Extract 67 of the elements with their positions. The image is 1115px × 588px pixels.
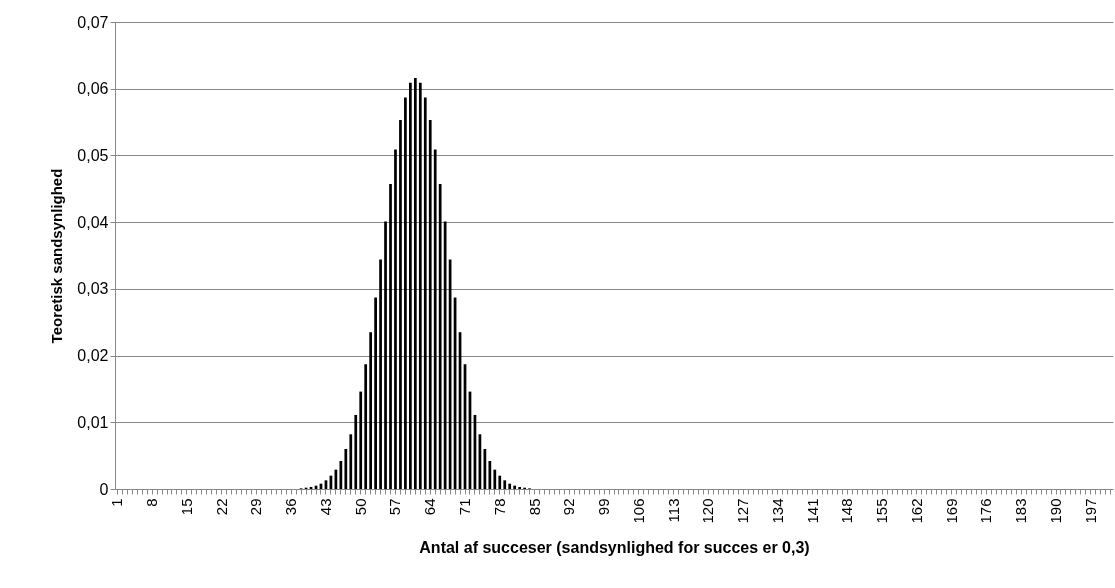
x-tick-label: 134 [768,498,786,524]
x-tick-label: 113 [664,498,682,523]
y-axis-title: Teoretisk sandsynlighed [48,168,66,344]
bar [493,469,497,489]
x-tick-label: 141 [803,498,821,524]
bar [433,149,437,489]
x-tick-label: 99 [595,498,613,516]
bar [374,297,377,489]
bar [399,120,402,489]
bar [344,448,348,489]
bar [379,259,382,489]
bar [503,480,507,489]
bar [413,78,417,489]
y-tick-label: 0,03 [77,280,109,298]
bar [349,434,353,489]
bar [354,414,358,489]
x-tick-label: 78 [490,498,508,516]
bar [498,475,502,489]
bar [418,82,422,489]
x-tick-label: 92 [560,498,578,516]
x-tick-label: 162 [907,498,925,524]
x-tick-label: 106 [629,498,647,524]
x-tick-label: 1 [108,498,126,507]
x-tick-label: 36 [282,498,300,516]
bar [513,485,517,489]
bar [428,120,432,489]
x-tick-label: 155 [873,498,891,524]
bar [394,149,397,489]
bar [364,364,368,489]
x-tick-label: 22 [212,498,230,516]
x-tick-label: 197 [1081,498,1099,524]
bar [339,460,343,489]
y-tick-label: 0,02 [77,347,109,365]
bar [508,483,512,489]
x-tick-label: 148 [838,498,856,524]
x-tick-label: 190 [1047,498,1065,524]
y-tick-label: 0,06 [77,80,109,98]
y-tick-label: 0,05 [77,146,109,164]
x-tick-label: 176 [977,498,995,524]
x-tick-label: 169 [942,498,960,524]
y-tick-label: 0,07 [77,13,109,31]
x-tick-label: 85 [525,498,543,516]
bar [369,332,373,489]
x-tick-label: 50 [351,498,369,516]
x-tick-label: 183 [1012,498,1030,524]
x-tick-label: 8 [143,498,161,507]
x-tick-label: 127 [734,498,752,524]
bar [438,184,442,489]
x-tick-label: 15 [177,498,195,516]
bar [423,97,427,489]
x-tick-label: 57 [386,498,404,516]
x-tick-label: 64 [421,498,439,516]
x-tick-label: 29 [247,498,265,516]
x-tick-label: 71 [456,498,474,516]
bar [409,82,412,489]
bar [443,221,447,489]
y-tick-label: 0,01 [77,413,109,431]
x-tick-label: 120 [699,498,717,524]
y-tick-label: 0,04 [77,213,109,231]
bar [389,184,392,489]
bar [359,391,363,489]
y-tick-label: 0 [99,480,109,498]
bar [384,221,387,489]
bar [404,97,407,489]
x-tick-label: 43 [316,498,334,516]
bar [488,460,492,489]
x-axis-title: Antal af succeser (sandsynlighed for succes er 0,3) [419,538,810,556]
